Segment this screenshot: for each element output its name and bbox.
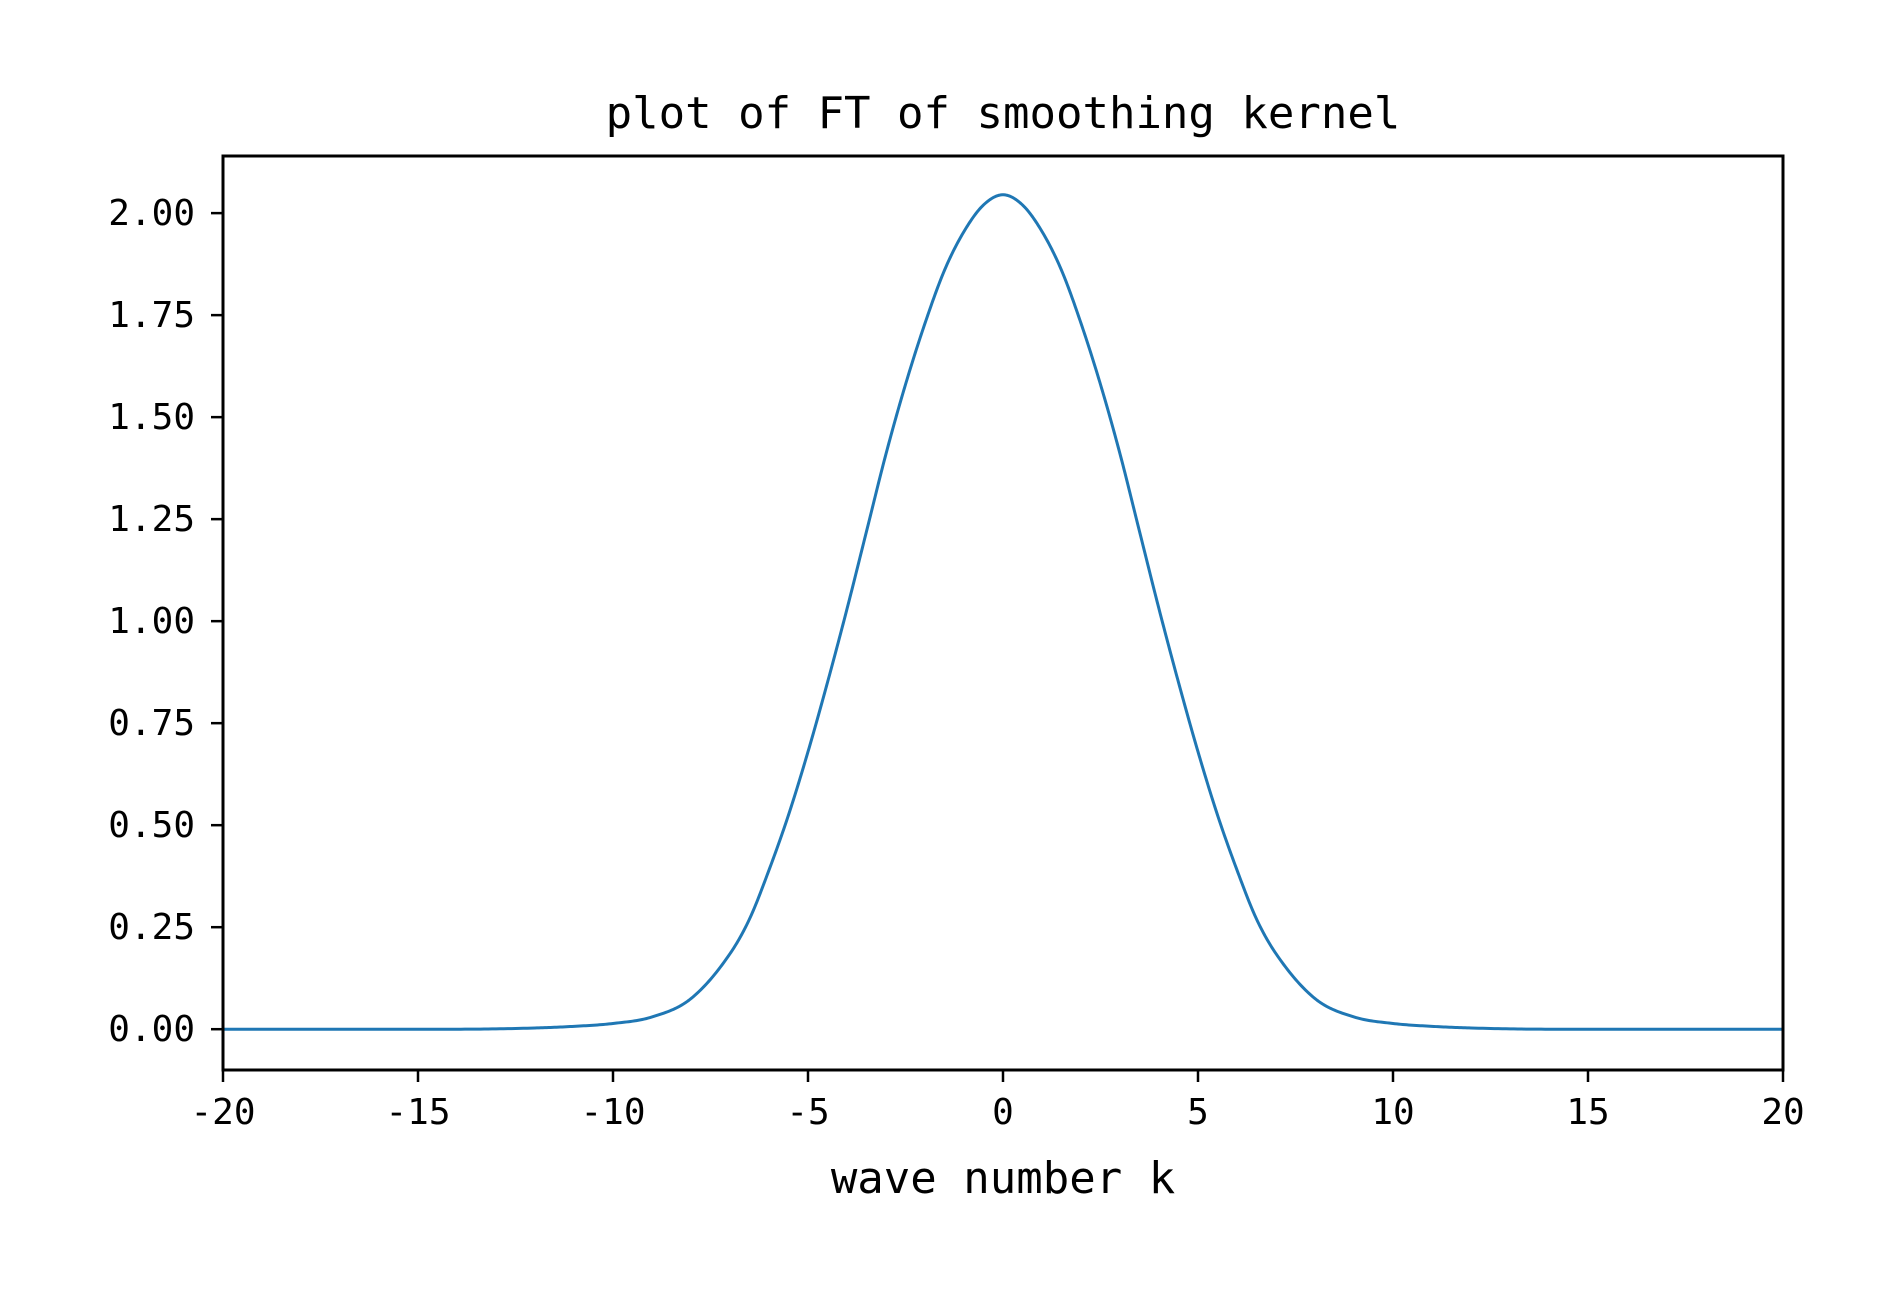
- y-tick-label: 0.00: [108, 1009, 195, 1050]
- y-tick-label: 0.25: [108, 907, 195, 948]
- x-tick-label: 20: [1761, 1092, 1804, 1133]
- x-tick-label: -5: [786, 1092, 829, 1133]
- x-tick-label: -20: [190, 1092, 255, 1133]
- plot-frame: [221, 154, 1785, 1072]
- y-tick-label: 1.25: [108, 499, 195, 540]
- y-axis-ticks: 0.00 0.25 0.50 0.75 1.00 1.25 1.50 1.75 2.00: [108, 193, 223, 1050]
- y-tick-label: 1.50: [108, 397, 195, 438]
- x-tick-label: -15: [385, 1092, 450, 1133]
- y-tick-label: 1.75: [108, 295, 195, 336]
- y-tick-label: 2.00: [108, 193, 195, 234]
- x-tick-label: 5: [1187, 1092, 1209, 1133]
- chart-title: plot of FT of smoothing kernel: [606, 88, 1401, 139]
- y-tick-label: 0.50: [108, 805, 195, 846]
- x-tick-label: 0: [992, 1092, 1014, 1133]
- x-tick-label: -10: [580, 1092, 645, 1133]
- x-axis-ticks: -20 -15 -10 -5 0 5 10 15 20: [190, 1070, 1805, 1133]
- x-tick-label: 15: [1566, 1092, 1609, 1133]
- x-tick-label: 10: [1371, 1092, 1414, 1133]
- series-line: [223, 193, 1783, 1031]
- x-axis-label: wave number k: [831, 1153, 1175, 1204]
- y-tick-label: 0.75: [108, 703, 195, 744]
- series-layer: [223, 193, 1783, 1031]
- y-tick-label: 1.00: [108, 601, 195, 642]
